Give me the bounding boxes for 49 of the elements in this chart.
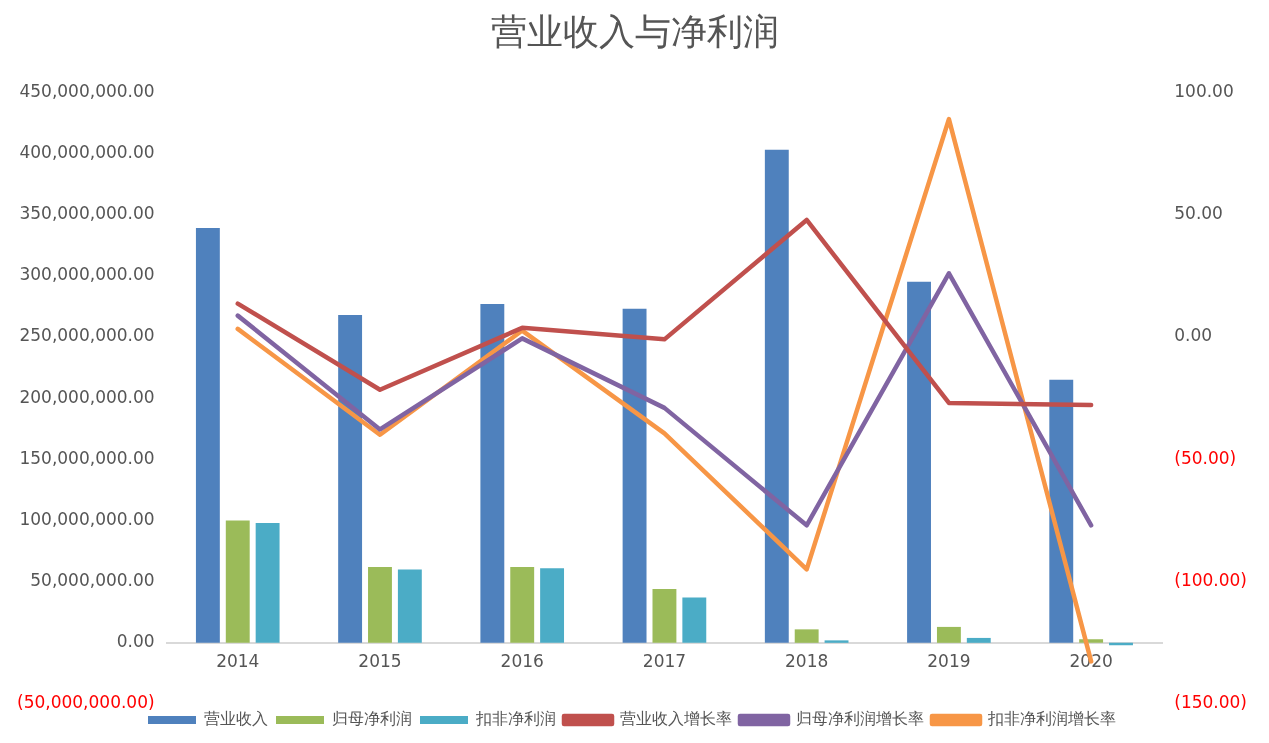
bar [510,566,535,643]
legend-label: 营业收入 [204,709,268,729]
bar [540,568,565,643]
bar [936,626,961,643]
bar [195,228,220,643]
bar [225,520,250,643]
y-tick-label: 50,000,000.00 [30,570,155,591]
y-tick-label: 100,000,000.00 [19,508,155,529]
y-tick-label: 450,000,000.00 [19,80,155,101]
bar [652,588,677,643]
x-tick-label: 2017 [642,651,687,672]
x-tick-label: 2014 [216,651,260,672]
bar [368,566,392,643]
y2-tick-label: 50.00 [1174,202,1223,223]
y-tick-label: 250,000,000.00 [19,325,155,346]
legend-label: 扣非净利润增长率 [987,709,1116,729]
y-tick-label: 0.00 [116,631,155,652]
legend-label: 归母净利润 [332,709,412,729]
y2-tick-label: 0.00 [1174,325,1213,346]
bar [794,629,819,643]
bar [764,149,789,643]
legend-label: 扣非净利润 [475,709,556,729]
y-tick-label: (50,000,000.00) [16,692,155,713]
bar [966,637,991,643]
x-tick-label: 2016 [500,651,544,672]
y-tick-label: 350,000,000.00 [19,202,155,223]
y2-tick-label: (50.00) [1174,447,1237,468]
x-tick-label: 2020 [1069,651,1113,672]
x-tick-label: 2018 [785,651,829,672]
bar [682,597,707,643]
bar [824,640,849,643]
y2-tick-label: (150.00) [1174,692,1247,713]
y-tick-label: 150,000,000.00 [19,447,155,468]
x-tick-label: 2019 [927,651,971,672]
y-tick-label: 400,000,000.00 [19,141,155,162]
y-tick-label: 300,000,000.00 [19,264,155,285]
x-tick-label: 2015 [358,651,402,672]
chart-title: 营业收入与净利润 [489,10,780,54]
bar [480,303,505,643]
y2-tick-label: (100.00) [1174,570,1247,591]
bar [338,314,363,643]
bar [255,522,280,643]
bar [397,569,422,643]
legend-label: 归母净利润增长率 [796,709,924,729]
y2-tick-label: 100.00 [1174,80,1234,101]
bar [907,281,931,643]
legend-label: 营业收入增长率 [620,709,732,729]
y-tick-label: 200,000,000.00 [19,386,155,407]
bar [622,308,647,643]
